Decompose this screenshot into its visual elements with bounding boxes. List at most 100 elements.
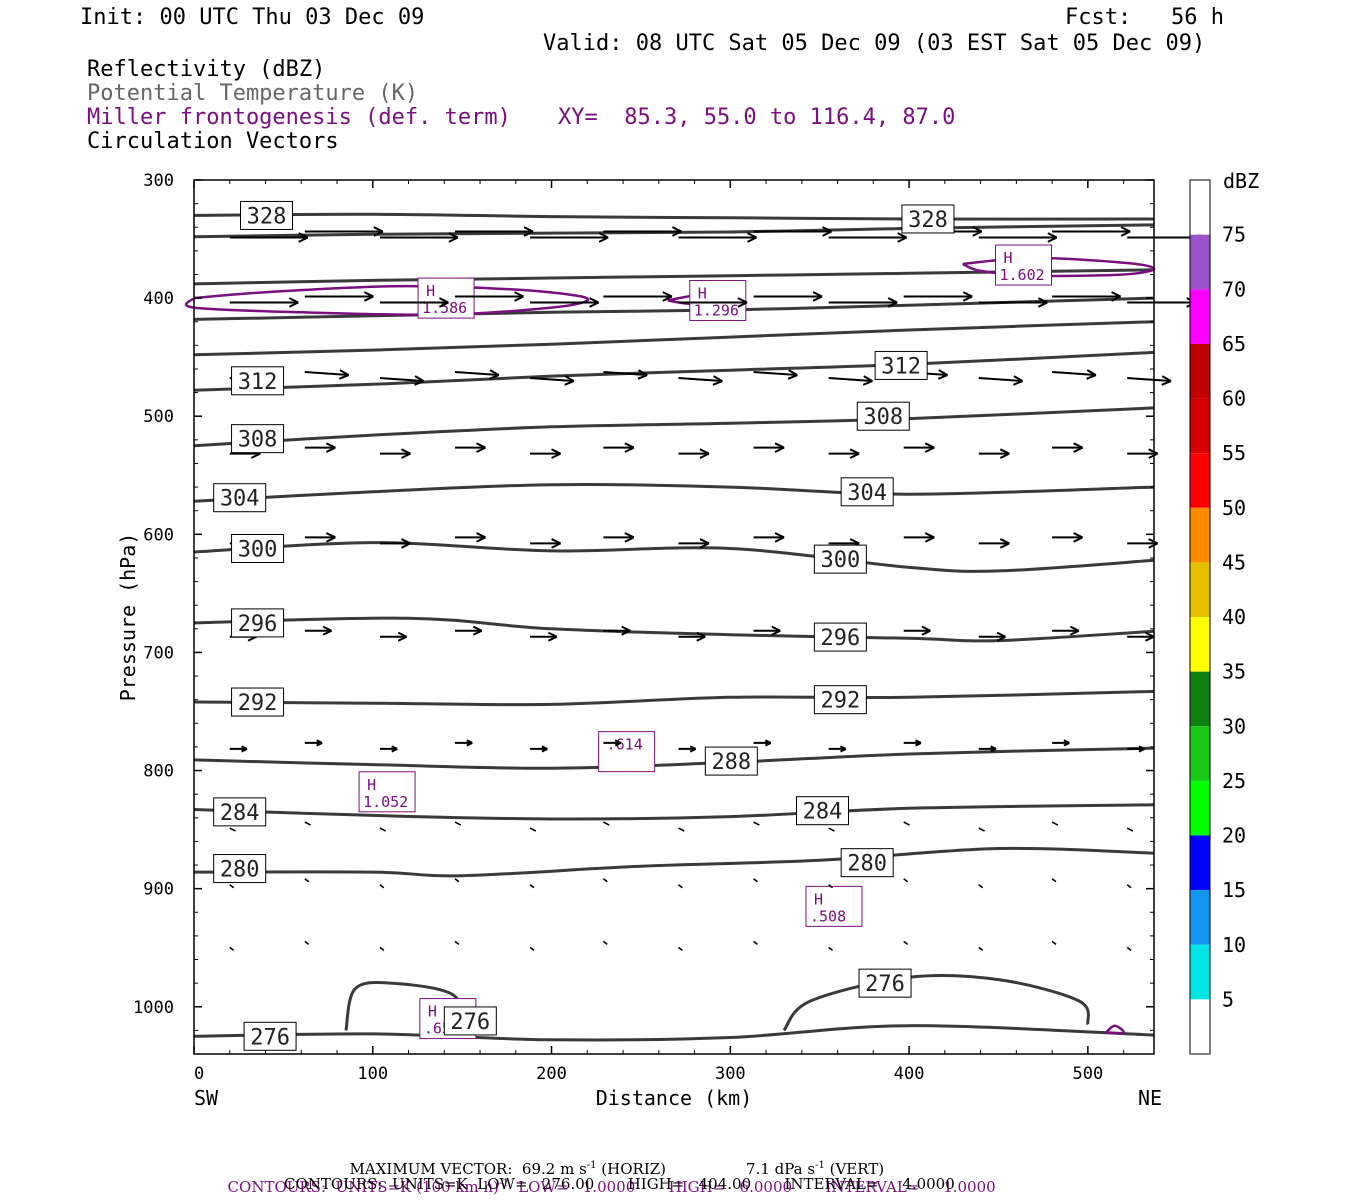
plot-frame (193, 179, 1155, 1055)
circulation-vector (529, 827, 537, 832)
vector-head (514, 291, 524, 298)
circulation-vector (903, 739, 922, 747)
vector-head (764, 739, 772, 744)
theta-label-276: 276 (450, 1010, 490, 1035)
theta-label-292: 292 (820, 689, 860, 714)
vector-shaft (677, 946, 683, 951)
vector-head (1037, 297, 1048, 304)
theta-label-276: 276 (250, 1025, 290, 1050)
circulation-vector (602, 878, 608, 883)
theta-label-296: 296 (820, 626, 860, 651)
theta-label-296: 296 (238, 612, 278, 637)
vector-head (472, 625, 483, 632)
vector-shaft (304, 821, 312, 826)
x-tick-label: 500 (1072, 1064, 1103, 1084)
vector-shaft (603, 821, 610, 826)
theta-label-304: 304 (847, 481, 887, 506)
y-tick-label: 500 (143, 407, 174, 427)
vector-head (466, 739, 473, 744)
circulation-vector (1127, 448, 1159, 459)
theta-isoline-unlabeled-3 (193, 296, 1155, 321)
vector-shaft (1051, 878, 1057, 883)
theta-contour-info: CONTOURS: UNITS=K LOW= 276.00 HIGH= 404.… (284, 1175, 955, 1193)
colorbar-swatch (1190, 507, 1210, 563)
circulation-vector (603, 226, 682, 237)
vector-head (325, 446, 336, 453)
vector-shaft (454, 940, 460, 945)
vector-shaft (229, 946, 235, 951)
vector-head (972, 226, 983, 233)
fronto-contour-info: CONTOURS: UNITS=K (100 km h)-1 LOW= 1.00… (218, 1158, 996, 1196)
circulation-vector (304, 226, 384, 237)
vector-head (523, 226, 534, 233)
circulation-vector (603, 821, 610, 826)
theta-label-box (443, 1006, 497, 1036)
vector-head (1145, 631, 1155, 638)
field-potential-temperature: Potential Temperature (K) (87, 81, 419, 106)
vector-head (1111, 295, 1122, 302)
circulation-vector (1127, 375, 1172, 386)
vector-head (400, 538, 411, 545)
circulation-vector (1126, 884, 1132, 889)
theta-label-box (901, 204, 955, 234)
circulation-vector (978, 297, 1048, 308)
vector-shaft (903, 878, 909, 883)
theta-isoline-276 (193, 1024, 1155, 1042)
vector-head (924, 536, 935, 543)
circulation-vector (1051, 878, 1057, 883)
circulation-vector (455, 442, 486, 453)
vector-head (621, 629, 631, 636)
vector-shaft (978, 884, 984, 889)
fronto-contour-3 (1104, 1024, 1126, 1035)
circulation-vector (978, 232, 1058, 243)
vector-head (638, 369, 648, 376)
vector-head (241, 745, 248, 750)
vector-shaft (753, 940, 758, 945)
theta-label-312: 312 (238, 370, 278, 395)
vector-head (476, 532, 486, 539)
circulation-vector (602, 940, 608, 945)
circulation-vector (379, 884, 385, 889)
vector-head (972, 230, 983, 237)
vector-shaft (1052, 371, 1096, 377)
circulation-vector (978, 946, 984, 951)
theta-label-box (213, 854, 267, 884)
theta-label-284: 284 (803, 800, 843, 825)
circulation-vector (678, 631, 706, 642)
vector-head (339, 369, 350, 376)
circulation-vector (530, 745, 548, 753)
vector-head (624, 536, 635, 543)
vector-head (400, 448, 411, 455)
circulation-vector (678, 232, 757, 243)
vector-head (1047, 236, 1058, 243)
vector-head (1161, 380, 1172, 386)
max-vector-horiz-tag: (HORIZ) (596, 1160, 667, 1178)
vector-head (325, 532, 336, 539)
theta-isoline-292 (193, 689, 1155, 707)
theta-label-308: 308 (238, 428, 278, 453)
vector-head (1120, 226, 1131, 233)
vector-head (812, 295, 823, 302)
init-time: Init: 00 UTC Thu 03 Dec 09 (80, 5, 425, 30)
theta-label-288: 288 (711, 750, 751, 775)
circulation-vector (454, 878, 460, 883)
vector-head (448, 236, 459, 243)
vector-head (712, 380, 723, 386)
vector-head (1013, 375, 1024, 382)
circulation-vector (903, 532, 935, 543)
colorbar-swatch (1190, 671, 1210, 727)
vector-head (1086, 369, 1097, 376)
vector-head (363, 291, 374, 298)
theta-label-box (813, 622, 867, 652)
vector-shaft (677, 884, 683, 889)
circulation-vector (828, 297, 898, 308)
theta-label-284: 284 (220, 801, 260, 826)
circulation-vector (753, 878, 758, 883)
theta-label-box (856, 401, 910, 431)
circulation-vector (529, 946, 535, 951)
vector-head (489, 374, 500, 380)
colorbar-unit: dBZ (1223, 169, 1259, 193)
theta-label-280: 280 (847, 852, 887, 877)
vector-head (999, 452, 1010, 459)
vector-shaft (603, 371, 648, 377)
